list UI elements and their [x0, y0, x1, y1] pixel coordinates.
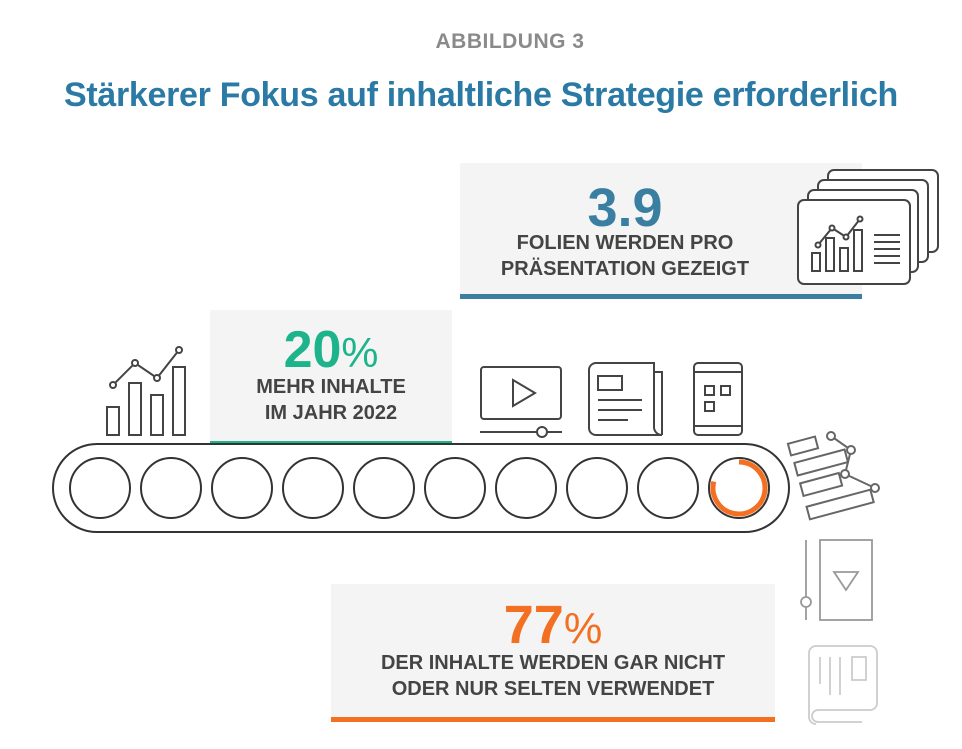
- slides-stack-icon: [797, 169, 939, 285]
- conveyor-slot: [637, 457, 699, 519]
- conveyor-slot: [353, 457, 415, 519]
- highlight-arc: [710, 459, 768, 517]
- figure-label: ABBILDUNG 3: [435, 30, 585, 53]
- conveyor-belt: [52, 443, 790, 533]
- stat-more-content: 20% MEHR INHALTE IM JAHR 2022: [210, 310, 452, 446]
- media-slider-icon: [800, 539, 873, 621]
- stat-value: 20%: [210, 320, 452, 380]
- mobile-app-icon: [693, 362, 743, 436]
- book-icon: [808, 645, 878, 725]
- stat-unused-content: 77% DER INHALTE WERDEN GAR NICHT ODER NU…: [331, 584, 775, 722]
- stat-unit: %: [341, 329, 379, 376]
- stat-line-1: FOLIEN WERDEN PRO: [516, 232, 734, 254]
- document-icon: [588, 362, 663, 436]
- stat-line-2: IM JAHR 2022: [264, 402, 398, 424]
- conveyor-slot: [495, 457, 557, 519]
- stat-value: 77%: [331, 594, 775, 656]
- conveyor-slot: [282, 457, 344, 519]
- conveyor-slot: [566, 457, 628, 519]
- bar-chart-icon: [106, 346, 186, 436]
- stat-line-2: PRÄSENTATION GEZEIGT: [500, 258, 750, 280]
- stat-underline: [460, 294, 862, 299]
- stat-unit: %: [563, 605, 603, 653]
- stat-value: 3.9: [460, 177, 790, 239]
- stat-line-1: DER INHALTE WERDEN GAR NICHT: [380, 652, 726, 674]
- stat-underline: [331, 717, 775, 722]
- conveyor-slot: [708, 457, 770, 519]
- stat-slides-per-presentation: 3.9 FOLIEN WERDEN PRO PRÄSENTATION GEZEI…: [460, 163, 862, 299]
- page-title: Stärkerer Fokus auf inhaltliche Strategi…: [63, 76, 899, 114]
- conveyor-slot: [424, 457, 486, 519]
- conveyor-slot: [69, 457, 131, 519]
- stat-line-2: ODER NUR SELTEN VERWENDET: [391, 678, 715, 700]
- stat-number: 3.9: [587, 178, 663, 238]
- content-network-icon: [786, 431, 880, 521]
- conveyor-slot: [211, 457, 273, 519]
- stat-number: 77: [503, 595, 564, 655]
- video-player-icon: [480, 366, 562, 438]
- stat-number: 20: [283, 321, 342, 379]
- stat-line-1: MEHR INHALTE: [256, 376, 406, 398]
- conveyor-slot: [140, 457, 202, 519]
